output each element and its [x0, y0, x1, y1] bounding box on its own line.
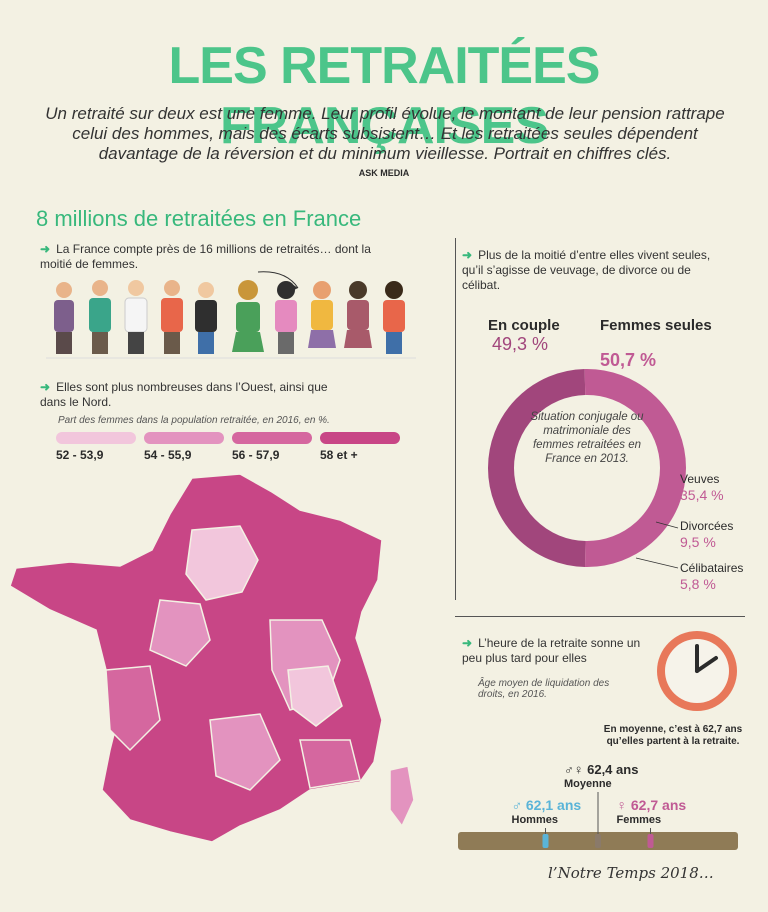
- map-caption: Part des femmes dans la population retra…: [58, 415, 330, 426]
- legend-label: 54 - 55,9: [144, 448, 192, 462]
- divider: [455, 616, 745, 617]
- legend-swatch: [320, 432, 400, 444]
- donut-chart: En couple 49,3 % Femmes seules 50,7 % Si…: [488, 317, 743, 592]
- map-region: [209, 713, 281, 791]
- donut-center: Situation conjugale ou matrimoniale des …: [530, 411, 644, 465]
- timeline-value: ♂ 62,1 ans: [512, 797, 582, 813]
- fact-regions: ➜ Elles sont plus nombreuses dans l’Ouest…: [40, 380, 340, 410]
- credit: ASK MEDIA: [358, 168, 410, 178]
- celibataires-value: 5,8 %: [680, 576, 716, 592]
- woman-figure: [232, 280, 264, 352]
- legend-label: 58 et +: [320, 448, 358, 462]
- timeline-value: ♂♀ 62,4 ans: [564, 762, 638, 777]
- legend-swatch: [232, 432, 312, 444]
- fact-age-text: L’heure de la retraite sonne un peu plus…: [462, 636, 641, 665]
- timeline-marker: [542, 834, 549, 848]
- fact-age: ➜ L’heure de la retraite sonne un peu plu…: [462, 636, 652, 666]
- map-region: [185, 525, 259, 601]
- veuves-label: Veuves: [680, 472, 719, 486]
- celibataires-label: Célibataires: [680, 561, 743, 575]
- signature: l’Notre Temps 2018…: [548, 864, 714, 882]
- fact-population-text: La France compte près de 16 millions de …: [40, 242, 371, 271]
- man-figure: [195, 282, 217, 354]
- fact-alone: ➜ Plus de la moitié d’entre elles vivent …: [462, 248, 732, 293]
- arrow-icon: ➜: [462, 636, 473, 650]
- woman-figure: [344, 281, 372, 348]
- legend-item: 52 - 53,9: [56, 432, 136, 462]
- map-region: [389, 765, 415, 828]
- curved-arrow-icon: [257, 271, 299, 289]
- intro-text: Un retraité sur deux est une femme. Leur…: [45, 104, 725, 163]
- timeline-value: ♀ 62,7 ans: [617, 797, 687, 813]
- veuves-value: 35,4 %: [680, 487, 724, 503]
- woman-figure: [308, 281, 336, 348]
- timeline-marker: [647, 834, 654, 848]
- seules-value: 50,7 %: [600, 350, 656, 370]
- map-region: [287, 665, 343, 727]
- timeline-label: Femmes: [617, 814, 662, 826]
- woman-figure: [275, 281, 297, 354]
- donut-slice: [584, 369, 686, 567]
- legend-swatch: [56, 432, 136, 444]
- legend-label: 52 - 53,9: [56, 448, 104, 462]
- legend-item: 54 - 55,9: [144, 432, 224, 462]
- seules-label: Femmes seules: [600, 317, 712, 334]
- clock-icon: [657, 631, 737, 711]
- timeline-marker: [595, 834, 601, 848]
- map-region: [10, 473, 383, 843]
- arrow-icon: ➜: [40, 242, 51, 256]
- fact-population: ➜ La France compte près de 16 millions de…: [40, 242, 380, 272]
- fact-alone-text: Plus de la moitié d’entre elles vivent s…: [462, 248, 711, 292]
- section-title: 8 millions de retraitées en France: [36, 206, 362, 231]
- legend-label: 56 - 57,9: [232, 448, 280, 462]
- fact-regions-text: Elles sont plus nombreuses dans l’Ouest,…: [40, 380, 328, 409]
- timeline-annotation: En moyenne, c’est à 62,7 ans qu’elles pa…: [603, 724, 743, 747]
- man-figure: [124, 280, 148, 354]
- arrow-icon: ➜: [462, 248, 473, 262]
- divider: [455, 238, 456, 600]
- page-title: LES RETRAITÉES FRANÇAISES: [168, 37, 601, 155]
- map-region: [149, 599, 211, 667]
- legend-swatch: [144, 432, 224, 444]
- france-map: [10, 473, 415, 843]
- arrow-icon: ➜: [40, 380, 51, 394]
- donut-center-text: Situation conjugale ou matrimoniale des …: [530, 411, 644, 465]
- legend-item: 56 - 57,9: [232, 432, 312, 462]
- timeline-caption: Âge moyen de liquidation des droits, en …: [478, 678, 610, 700]
- donut-slice: [488, 369, 586, 567]
- couple-value: 49,3 %: [492, 334, 548, 354]
- divorcees-value: 9,5 %: [680, 534, 716, 550]
- legend-item: 58 et +: [320, 432, 400, 462]
- timeline-label: Hommes: [512, 814, 558, 826]
- man-figure: [54, 282, 74, 354]
- map-region: [105, 665, 161, 752]
- map-region: [299, 739, 361, 789]
- man-figure: [161, 280, 183, 354]
- timeline-label: Moyenne: [564, 778, 612, 790]
- people-illustration: [46, 271, 416, 359]
- divorcees-label: Divorcées: [680, 519, 733, 533]
- man-figure: [89, 280, 111, 354]
- couple-label: En couple: [488, 317, 560, 334]
- woman-figure: [383, 281, 405, 354]
